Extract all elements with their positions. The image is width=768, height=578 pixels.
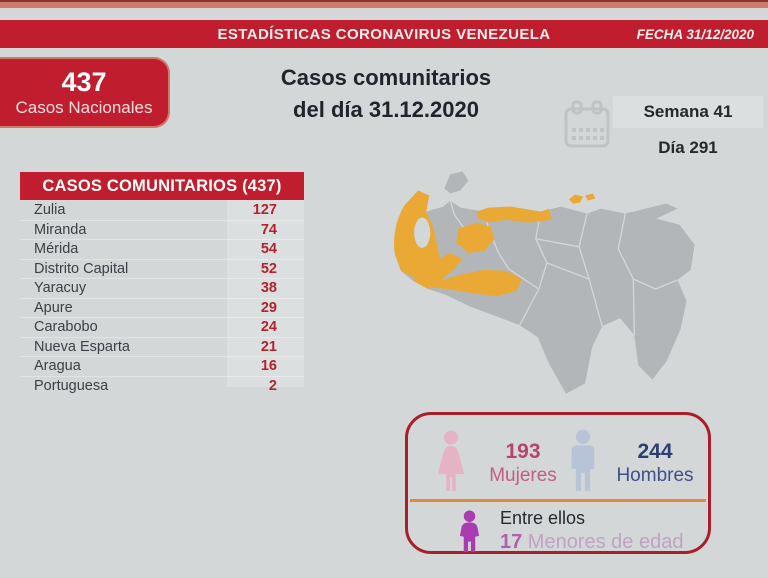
header-bar: ESTADÍSTICAS CORONAVIRUS VENEZUELA FECHA… — [0, 20, 768, 48]
map-country-shape — [394, 190, 695, 394]
state-value: 38 — [260, 280, 277, 297]
state-value: 16 — [260, 358, 277, 375]
men-stats: 244 Hombres — [606, 440, 704, 487]
table-row: Mérida 54 — [20, 240, 304, 260]
state-name: Miranda — [34, 221, 87, 238]
state-value: 52 — [260, 260, 277, 277]
state-name: Aragua — [34, 358, 81, 375]
community-title-line2: del día 31.12.2020 — [293, 97, 479, 122]
state-value: 54 — [260, 241, 277, 258]
women-label: Mujeres — [489, 465, 557, 486]
header-title: ESTADÍSTICAS CORONAVIRUS VENEZUELA — [217, 25, 551, 43]
state-name: Mérida — [34, 241, 79, 258]
map-peninsula-shape — [444, 171, 469, 194]
men-count: 244 — [637, 440, 673, 463]
state-name: Yaracuy — [34, 280, 87, 297]
male-icon — [571, 429, 595, 491]
national-cases-box: 437 Casos Nacionales — [0, 57, 170, 128]
table-row: Aragua 16 — [20, 357, 304, 377]
state-name: Apure — [34, 299, 73, 316]
table-row: Zulia 127 — [20, 201, 304, 221]
national-cases-value: 437 — [61, 67, 107, 97]
state-name: Carabobo — [34, 319, 98, 336]
state-value: 24 — [260, 319, 277, 336]
table-row: Carabobo 24 — [20, 318, 304, 338]
state-value: 74 — [260, 221, 277, 238]
table-row: Nueva Esparta 21 — [20, 338, 304, 357]
state-name: Zulia — [34, 202, 66, 219]
women-count: 193 — [505, 440, 541, 463]
top-salmon-strip — [0, 2, 768, 8]
header-date: FECHA 31/12/2020 — [636, 26, 754, 42]
map-lake-maracaibo — [414, 217, 431, 248]
community-table-header: CASOS COMUNITARIOS (437) — [20, 172, 304, 200]
table-row: Portuguesa 2 — [20, 377, 304, 396]
state-value: 2 — [268, 377, 277, 394]
community-cases-table: Zulia 127 Miranda 74 Mérida 54 Distrito … — [20, 201, 304, 395]
minors-prefix: Entre ellos — [500, 508, 586, 528]
state-value: 21 — [260, 338, 277, 355]
map-state-borders — [449, 200, 678, 336]
minors-line: 17 Menores de edad — [500, 530, 710, 554]
week-badge: Semana 41 — [613, 96, 763, 128]
minors-label: Menores de edad — [522, 531, 684, 553]
calendar-icon — [564, 100, 610, 148]
minors-count: 17 — [500, 531, 523, 553]
national-cases-label: Casos Nacionales — [15, 98, 153, 117]
value-column-stripe — [227, 200, 304, 387]
table-row: Apure 29 — [20, 299, 304, 318]
table-row: Distrito Capital 52 — [20, 260, 304, 279]
female-icon — [437, 430, 465, 492]
state-name: Portuguesa — [34, 377, 109, 394]
top-edge-line — [0, 0, 768, 2]
child-icon — [459, 510, 480, 553]
divider-line — [410, 499, 706, 502]
venezuela-map — [394, 171, 695, 394]
state-value: 29 — [260, 299, 277, 316]
community-title-line1: Casos comunitarios — [280, 65, 492, 90]
state-name: Distrito Capital — [34, 260, 129, 277]
state-name: Nueva Esparta — [34, 338, 130, 355]
day-badge: Día 291 — [658, 138, 718, 157]
community-cases-title: Casos comunitarios del día 31.12.2020 — [258, 62, 514, 126]
table-row: Miranda 74 — [20, 221, 304, 240]
men-label: Hombres — [616, 465, 694, 486]
women-stats: 193 Mujeres — [474, 440, 572, 487]
table-row: Yaracuy 38 — [20, 279, 304, 299]
minors-stats: Entre ellos 17 Menores de edad — [500, 507, 710, 554]
state-value: 127 — [252, 202, 277, 219]
map-highlighted-states — [394, 190, 596, 297]
demographics-box: 193 Mujeres 244 Hombres Entre ellos 17 M… — [405, 412, 711, 554]
